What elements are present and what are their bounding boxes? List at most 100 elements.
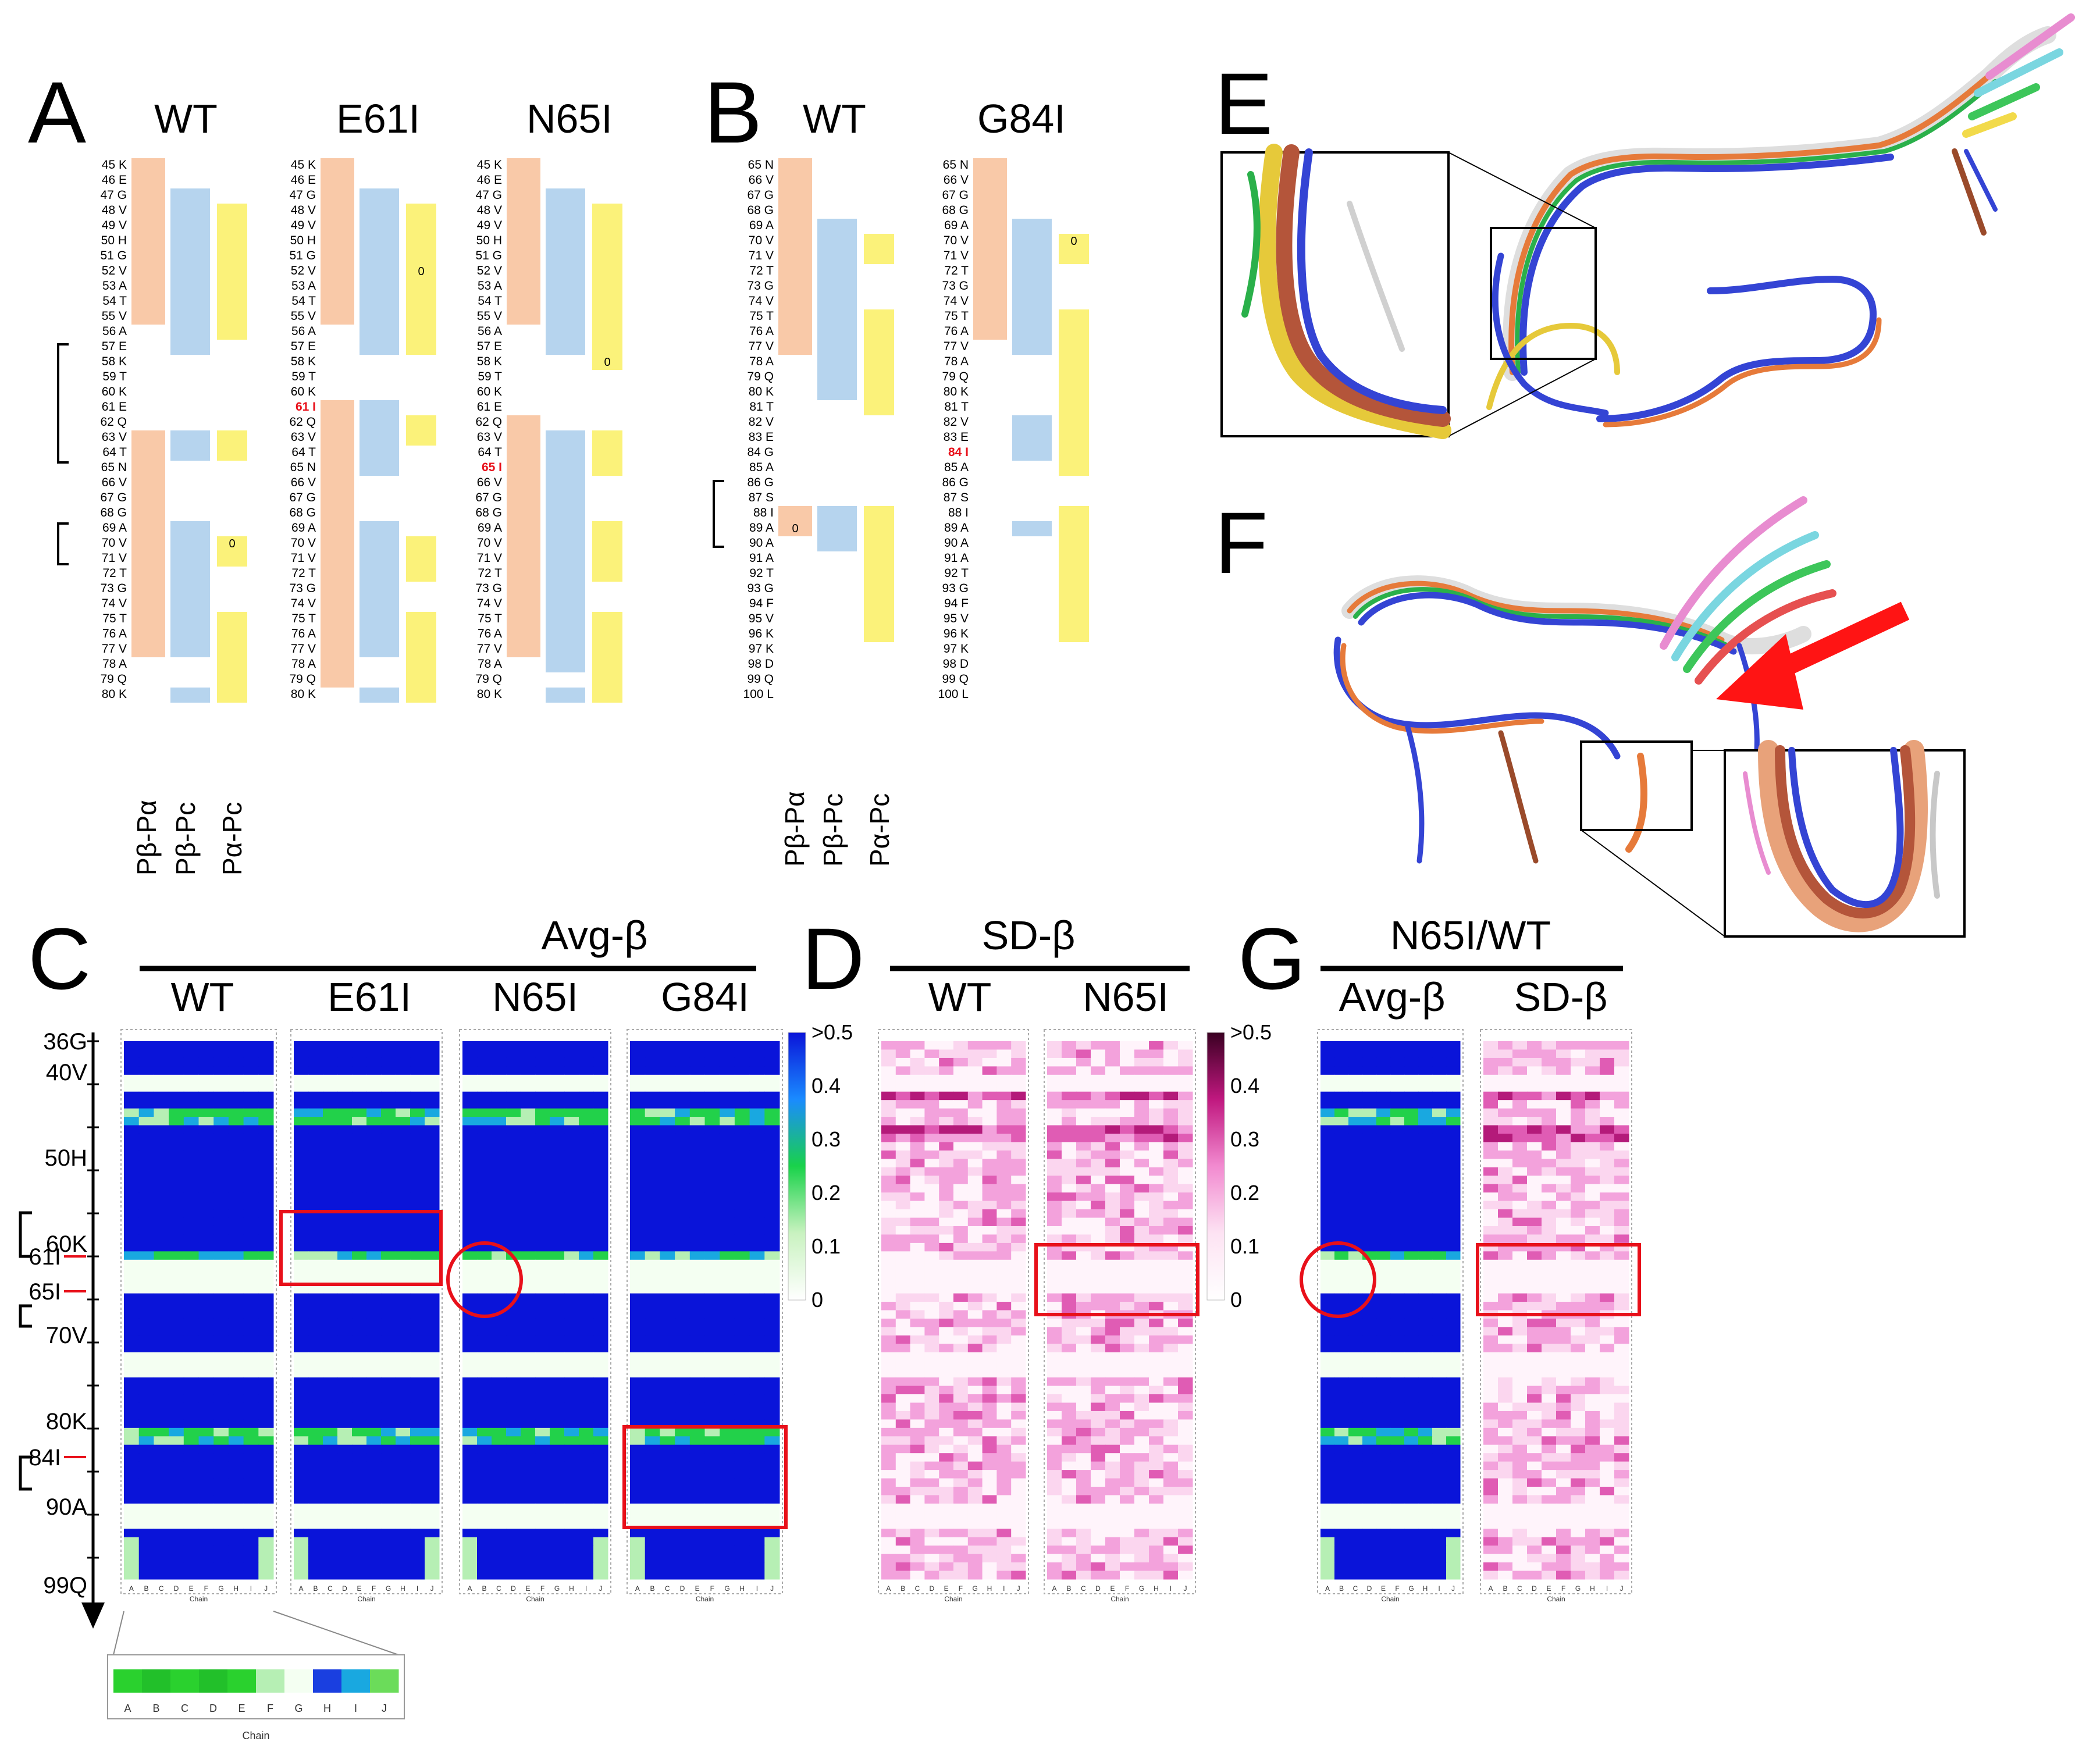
heatmap-cell — [564, 1285, 579, 1294]
heatmap-cell — [521, 1057, 536, 1067]
heatmap-cell — [953, 1201, 969, 1210]
heatmap-cell — [1178, 1427, 1193, 1437]
heatmap-cell — [1498, 1108, 1513, 1117]
heatmap-cell — [645, 1117, 660, 1126]
heatmap-chain-label: C — [496, 1584, 501, 1593]
heatmap-cell — [477, 1419, 492, 1429]
heatmap-cell — [1320, 1503, 1335, 1512]
heatmap-cell — [564, 1427, 579, 1437]
heatmap-cell — [258, 1352, 274, 1361]
heatmap-cell — [1418, 1394, 1433, 1403]
heatmap-cell — [550, 1201, 565, 1210]
heatmap-cell — [1062, 1125, 1077, 1134]
heatmap-cell — [895, 1057, 911, 1067]
heatmap-cell — [1571, 1091, 1586, 1101]
heatmap-cell — [564, 1074, 579, 1084]
heatmap-cell — [564, 1167, 579, 1176]
residue-label: 73 G — [942, 279, 969, 293]
heatmap-cell — [689, 1478, 705, 1487]
heatmap-cell — [1062, 1361, 1077, 1370]
heatmap-cell — [564, 1259, 579, 1269]
heatmap-cell — [521, 1159, 536, 1168]
heatmap-cell — [1483, 1125, 1499, 1134]
heatmap-cell — [967, 1369, 983, 1378]
heatmap-cell — [1011, 1066, 1026, 1076]
heatmap-cell — [198, 1234, 214, 1244]
heatmap-cell — [982, 1562, 997, 1572]
heatmap-cell — [477, 1226, 492, 1235]
a-header-n65i: N65I — [526, 96, 613, 141]
heatmap-cell — [1011, 1192, 1026, 1202]
heatmap-cell — [1404, 1352, 1419, 1361]
heatmap-cell — [1047, 1470, 1062, 1479]
heatmap-chain-label: F — [204, 1584, 208, 1593]
heatmap-cell — [1362, 1066, 1377, 1076]
heatmap-cell — [462, 1108, 478, 1117]
heatmap-cell — [939, 1142, 954, 1151]
heatmap-cell — [645, 1503, 660, 1512]
b-header-wt: WT — [803, 96, 866, 141]
heatmap-cell — [396, 1167, 411, 1176]
heatmap-cell — [154, 1402, 169, 1412]
heatmap-cell — [1047, 1545, 1062, 1555]
heatmap-cell — [1446, 1074, 1461, 1084]
heatmap-cell — [228, 1361, 244, 1370]
heatmap-cell — [1149, 1487, 1164, 1495]
heatmap-cell — [1011, 1142, 1026, 1151]
heatmap-chain-label: J — [1184, 1584, 1187, 1593]
heatmap-cell — [381, 1217, 396, 1227]
heatmap-cell — [1011, 1529, 1026, 1538]
heatmap-cell — [1062, 1302, 1077, 1310]
heatmap-cell — [1512, 1108, 1528, 1117]
heatmap-cell — [660, 1041, 675, 1050]
heatmap-cell — [764, 1327, 780, 1336]
heatmap-cell — [1418, 1562, 1433, 1572]
heatmap-cell — [1062, 1394, 1077, 1403]
heatmap-cell — [535, 1217, 550, 1227]
heatmap-cell — [939, 1318, 954, 1327]
heatmap-cell — [704, 1083, 720, 1092]
heatmap-cell — [967, 1562, 983, 1572]
heatmap-cell — [1091, 1209, 1106, 1219]
heatmap-cell — [1376, 1293, 1391, 1302]
heatmap-cell — [243, 1176, 259, 1185]
heatmap-cell — [243, 1285, 259, 1294]
heatmap-cell — [704, 1057, 720, 1067]
heatmap-cell — [704, 1302, 720, 1310]
heatmap-cell — [258, 1444, 274, 1454]
heatmap-cell — [1614, 1091, 1629, 1101]
heatmap-cell — [1163, 1318, 1179, 1327]
heatmap-cell — [1163, 1184, 1179, 1193]
heatmap-cell — [1585, 1108, 1600, 1117]
heatmap-cell — [337, 1293, 353, 1302]
heatmap-cell — [1076, 1419, 1091, 1429]
heatmap-cell — [1498, 1066, 1513, 1076]
heatmap-cell — [1178, 1041, 1193, 1050]
heatmap-cell — [1091, 1529, 1106, 1538]
heatmap-cell — [749, 1091, 765, 1101]
heatmap-cell — [764, 1394, 780, 1403]
heatmap-cell — [689, 1495, 705, 1504]
heatmap-cell — [381, 1335, 396, 1344]
heatmap-cell — [593, 1570, 608, 1580]
heatmap-cell — [258, 1293, 274, 1302]
heatmap-cell — [881, 1427, 896, 1437]
heatmap-cell — [425, 1545, 440, 1555]
heatmap-cell — [660, 1083, 675, 1092]
heatmap-cell — [939, 1487, 954, 1495]
heatmap-cell — [506, 1074, 521, 1084]
heatmap-cell — [1320, 1057, 1335, 1067]
heatmap-cell — [924, 1361, 939, 1370]
heatmap-cell — [243, 1352, 259, 1361]
heatmap-cell — [660, 1537, 675, 1546]
heatmap-cell — [579, 1520, 594, 1529]
heatmap-cell — [675, 1495, 690, 1504]
contact-bar — [864, 309, 894, 415]
heatmap-cell — [138, 1394, 154, 1403]
heatmap-cell — [982, 1083, 997, 1092]
heatmap-cell — [521, 1554, 536, 1563]
heatmap-cell — [213, 1276, 229, 1285]
heatmap-cell — [764, 1242, 780, 1252]
heatmap-cell — [243, 1335, 259, 1344]
heatmap-cell — [1362, 1453, 1377, 1462]
